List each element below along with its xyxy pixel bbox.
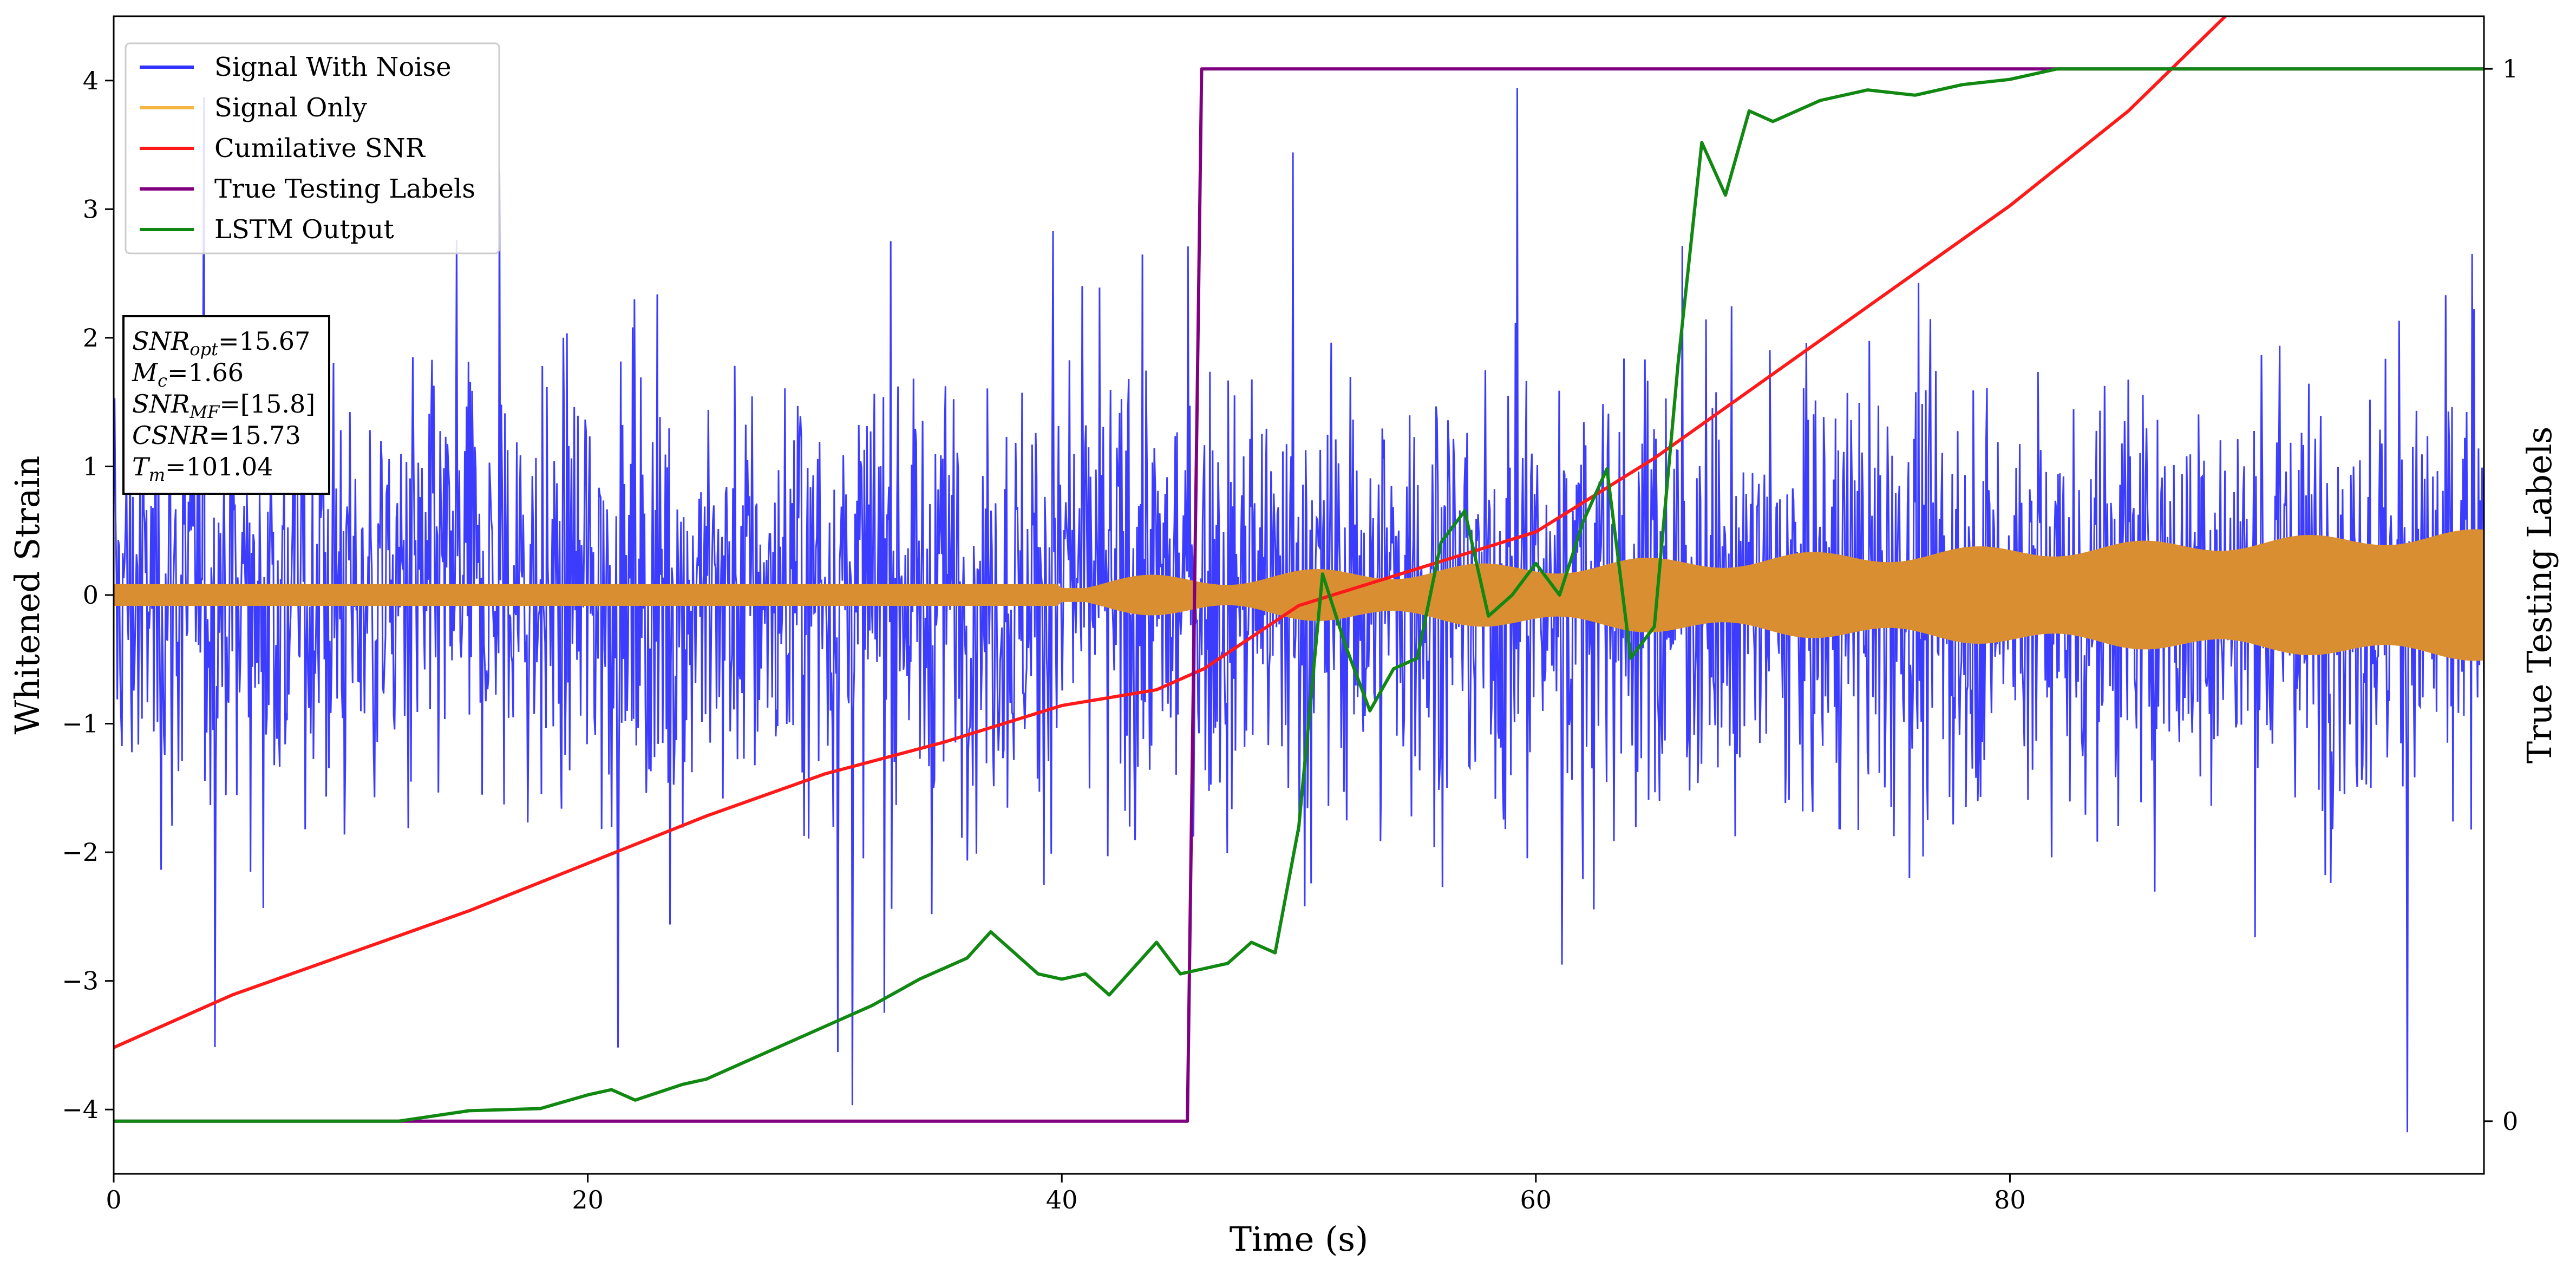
- y-tick-label: 3: [83, 194, 99, 224]
- stats-box-frame: [122, 315, 330, 495]
- y-axis-left: −4 −3 −2 −1 0 1 2 3 4: [62, 66, 114, 1124]
- stat-line: SNRopt=15.67: [132, 326, 310, 360]
- legend-label: LSTM Output: [214, 214, 394, 245]
- legend-label: Cumilative SNR: [214, 133, 426, 164]
- true-testing-labels-line: [114, 67, 2484, 1123]
- y-tick-label: 4: [83, 66, 99, 95]
- y-tick-label: 1: [83, 452, 99, 481]
- x-tick-label: 20: [572, 1185, 604, 1214]
- noise-line: [114, 88, 2484, 1133]
- y-tick-label: −4: [62, 1095, 99, 1124]
- legend: Signal With Noise Signal Only Cumilative S…: [125, 42, 500, 254]
- x-axis-label: Time (s): [1230, 1219, 1369, 1259]
- x-tick-label: 0: [106, 1185, 121, 1214]
- y-axis-right: 01: [2484, 54, 2518, 1136]
- x-tick-label: 60: [1520, 1185, 1552, 1214]
- legend-label: Signal Only: [214, 93, 367, 123]
- x-tick-label: 40: [1046, 1185, 1078, 1214]
- stat-line: SNRMF=[15.8]: [132, 389, 315, 422]
- stat-line: CSNR=15.73: [132, 421, 301, 450]
- x-tick-label: 80: [1994, 1185, 2026, 1214]
- signal-only-band: [114, 529, 2484, 661]
- y-axis-label: Whitened Strain: [8, 456, 47, 735]
- y-tick-label: 2: [83, 323, 99, 352]
- y2-axis-label: True Testing Labels: [2520, 427, 2559, 764]
- y-tick-label: −3: [62, 966, 99, 996]
- overlay-series: [114, 16, 2484, 1123]
- y-tick-label: 0: [83, 580, 99, 610]
- legend-label: Signal With Noise: [214, 52, 452, 82]
- stats-box: SNRopt=15.67Mc=1.66SNRMF=[15.8]CSNR=15.7…: [122, 315, 330, 495]
- plot-area: [114, 16, 2484, 1133]
- stat-line: Mc=1.66: [132, 358, 244, 391]
- lstm-output-line: [114, 67, 2484, 1123]
- stat-line: Tm=101.04: [132, 452, 273, 485]
- y2-tick-label: 1: [2502, 54, 2518, 83]
- y2-tick-label: 0: [2502, 1107, 2518, 1136]
- legend-box: [125, 42, 500, 254]
- y-tick-label: −1: [62, 709, 99, 739]
- signal-only-series: [114, 529, 2484, 661]
- x-axis: 0 20 40 60 80: [106, 1174, 2026, 1214]
- signal-with-noise-series: [114, 88, 2484, 1133]
- cumilative-snr-line: [114, 16, 2228, 1049]
- legend-label: True Testing Labels: [214, 174, 475, 204]
- y-tick-label: −2: [62, 838, 99, 867]
